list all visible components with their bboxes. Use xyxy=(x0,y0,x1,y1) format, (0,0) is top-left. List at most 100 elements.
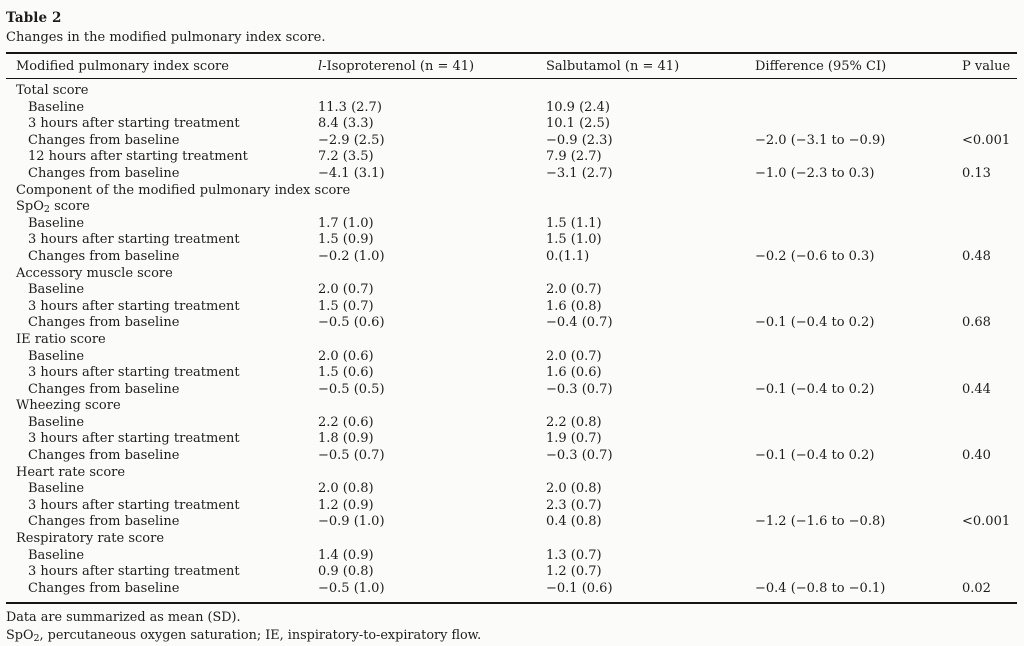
pvalue-value xyxy=(962,548,1017,565)
table-row: Changes from baseline −0.5 (0.5) −0.3 (0.7… xyxy=(6,382,1017,399)
pvalue-value: <0.001 xyxy=(962,132,1011,148)
salbutamol-value xyxy=(546,79,755,100)
row-label: Changes from baseline xyxy=(28,248,180,264)
pulmonary-index-table: Modified pulmonary index score l-Isoprot… xyxy=(6,52,1017,605)
salbutamol-value: 10.9 (2.4) xyxy=(546,99,610,115)
column-header-difference: Difference (95% CI) xyxy=(755,53,962,79)
row-label: 3 hours after starting treatment xyxy=(28,497,240,513)
salbutamol-value: 2.0 (0.8) xyxy=(546,481,602,497)
pvalue-value: 0.02 xyxy=(962,580,991,596)
row-label: Baseline xyxy=(28,99,85,115)
pvalue-value: 0.40 xyxy=(962,448,991,464)
salbutamol-value: −0.4 (0.7) xyxy=(546,315,613,331)
table-caption: Changes in the modified pulmonary index … xyxy=(6,30,326,45)
salbutamol-value xyxy=(546,398,755,415)
column-header-score: Modified pulmonary index score xyxy=(6,53,318,79)
pvalue-value xyxy=(962,79,1017,100)
pvalue-value: 0.68 xyxy=(962,315,991,331)
row-label: Baseline xyxy=(28,282,85,298)
table-row: Baseline 2.0 (0.6) 2.0 (0.7) xyxy=(6,349,1017,366)
difference-value xyxy=(755,548,962,565)
isoproterenol-value: 1.5 (0.7) xyxy=(318,298,374,314)
row-label: Baseline xyxy=(28,215,85,231)
pvalue-value xyxy=(962,481,1017,498)
difference-value: −0.4 (−0.8 to −0.1) xyxy=(755,580,886,596)
section-row: Component of the modified pulmonary inde… xyxy=(6,183,1017,200)
row-label: Respiratory rate score xyxy=(16,531,165,547)
pvalue-value xyxy=(962,183,1017,200)
section-row: IE ratio score xyxy=(6,332,1017,349)
row-label: 3 hours after starting treatment xyxy=(28,431,240,447)
row-label: 3 hours after starting treatment xyxy=(28,116,240,132)
difference-value xyxy=(755,183,962,200)
salbutamol-value xyxy=(546,199,755,216)
table-row: Changes from baseline −0.2 (1.0) 0.(1.1) −0… xyxy=(6,249,1017,266)
difference-value xyxy=(755,398,962,415)
table-row: 3 hours after starting treatment 1.5 (0.7… xyxy=(6,299,1017,316)
row-label: Total score xyxy=(16,83,89,98)
row-label: Accessory muscle score xyxy=(16,265,173,281)
row-label: Baseline xyxy=(28,481,85,497)
salbutamol-value: 2.0 (0.7) xyxy=(546,348,602,364)
row-label: Changes from baseline xyxy=(28,580,180,596)
pvalue-value xyxy=(962,332,1017,349)
row-label: Changes from baseline xyxy=(28,132,180,148)
isoproterenol-value: 2.0 (0.7) xyxy=(318,282,374,298)
section-row: SpO2 score xyxy=(6,199,1017,216)
difference-value: −0.2 (−0.6 to 0.3) xyxy=(755,248,875,264)
column-header-salbutamol: Salbutamol (n = 41) xyxy=(546,53,755,79)
salbutamol-value: −0.1 (0.6) xyxy=(546,580,613,596)
isoproterenol-value xyxy=(318,266,546,283)
salbutamol-value: −0.3 (0.7) xyxy=(546,381,613,397)
table-row: Changes from baseline −0.9 (1.0) 0.4 (0.8)… xyxy=(6,514,1017,531)
row-label: Changes from baseline xyxy=(28,165,180,181)
table-body: Total score Baseline 11.3 (2.7) 10.9 (2.4) 3… xyxy=(6,79,1017,604)
pvalue-value xyxy=(962,531,1017,548)
isoproterenol-prefix: l xyxy=(318,58,323,74)
table-header: Modified pulmonary index score l-Isoprot… xyxy=(6,53,1017,79)
isoproterenol-value: 1.8 (0.9) xyxy=(318,431,374,447)
isoproterenol-value: 2.0 (0.8) xyxy=(318,481,374,497)
difference-value: −0.1 (−0.4 to 0.2) xyxy=(755,381,875,397)
isoproterenol-value: 1.5 (0.9) xyxy=(318,232,374,248)
table-row: Changes from baseline −0.5 (0.6) −0.4 (0.7… xyxy=(6,315,1017,332)
row-label: Changes from baseline xyxy=(28,315,180,331)
salbutamol-value xyxy=(546,332,755,349)
table-row: 3 hours after starting treatment 0.9 (0.8… xyxy=(6,564,1017,581)
isoproterenol-value: −0.5 (0.5) xyxy=(318,381,385,397)
row-label: 3 hours after starting treatment xyxy=(28,298,240,314)
isoproterenol-value: −0.5 (0.6) xyxy=(318,315,385,331)
row-label: IE ratio score xyxy=(16,331,106,347)
section-row: Respiratory rate score xyxy=(6,531,1017,548)
salbutamol-value: 0.(1.1) xyxy=(546,248,590,264)
difference-value: −1.0 (−2.3 to 0.3) xyxy=(755,165,875,181)
salbutamol-value: 0.4 (0.8) xyxy=(546,514,602,530)
pvalue-value xyxy=(962,266,1017,283)
pvalue-value xyxy=(962,116,1017,133)
difference-value xyxy=(755,365,962,382)
difference-value xyxy=(755,116,962,133)
difference-value: −0.1 (−0.4 to 0.2) xyxy=(755,315,875,331)
difference-value: −2.0 (−3.1 to −0.9) xyxy=(755,132,886,148)
isoproterenol-value: 0.9 (0.8) xyxy=(318,564,374,580)
table-row: Baseline 1.4 (0.9) 1.3 (0.7) xyxy=(6,548,1017,565)
salbutamol-value: 2.3 (0.7) xyxy=(546,497,602,513)
row-label: 3 hours after starting treatment xyxy=(28,365,240,381)
difference-value xyxy=(755,149,962,166)
table-row: 3 hours after starting treatment 1.8 (0.9… xyxy=(6,431,1017,448)
difference-value xyxy=(755,332,962,349)
difference-value xyxy=(755,199,962,216)
footnotes: Data are summarized as mean (SD). SpO2, … xyxy=(6,609,1017,643)
pvalue-value xyxy=(962,199,1017,216)
table-row: 3 hours after starting treatment 1.2 (0.9… xyxy=(6,498,1017,515)
header-row: Modified pulmonary index score l-Isoprot… xyxy=(6,53,1017,79)
row-label: Baseline xyxy=(28,414,85,430)
isoproterenol-value: −0.5 (1.0) xyxy=(318,580,385,596)
pvalue-value xyxy=(962,299,1017,316)
pvalue-value xyxy=(962,216,1017,233)
isoproterenol-value: −4.1 (3.1) xyxy=(318,165,385,181)
table-row: Baseline 1.7 (1.0) 1.5 (1.1) xyxy=(6,216,1017,233)
salbutamol-value: 1.5 (1.1) xyxy=(546,215,602,231)
pvalue-value xyxy=(962,398,1017,415)
